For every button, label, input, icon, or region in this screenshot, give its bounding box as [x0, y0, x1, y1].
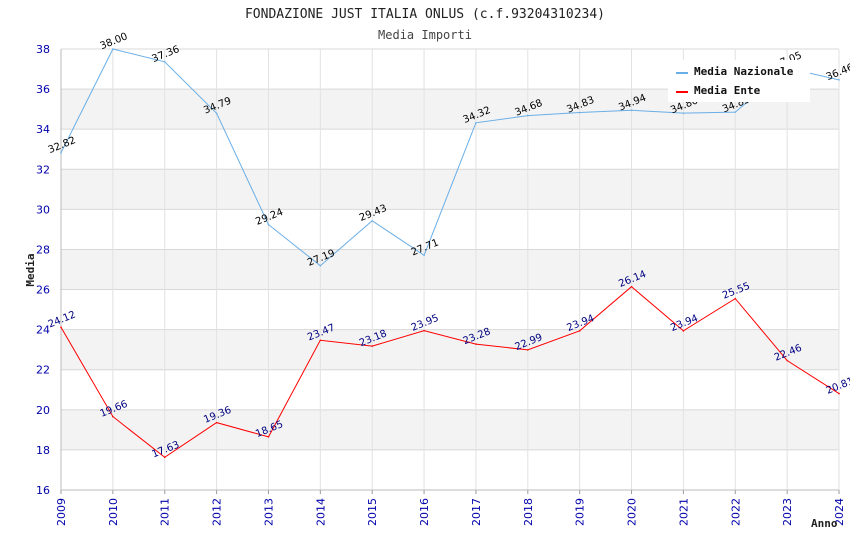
band-18: [61, 409, 839, 450]
data-point: [786, 359, 788, 362]
data-point: [475, 343, 477, 345]
y-tick-labels: 16 18 20 22 24 26 28 30 32 34 36 38: [36, 43, 50, 497]
data-point: [163, 456, 166, 459]
x-tick-label: 2014: [314, 498, 327, 526]
data-point: [163, 61, 166, 63]
x-tick-label: 2009: [55, 498, 68, 526]
y-tick-label: 18: [36, 444, 50, 457]
x-tick-label: 2024: [833, 498, 846, 526]
x-tick-labels: 2009 2010 2011 2012 2013 2014 2015 2016 2017 2018…: [55, 498, 846, 526]
data-point: [112, 48, 114, 50]
x-tick-label: 2020: [626, 498, 639, 526]
y-tick-label: 38: [36, 43, 50, 56]
data-point: [371, 345, 374, 347]
data-point: [112, 415, 114, 418]
y-axis-label: Media: [24, 253, 37, 286]
x-tick-label: 2012: [211, 498, 224, 526]
data-point: [423, 329, 425, 332]
band-28: [61, 209, 839, 250]
x-tick-label: 2023: [781, 498, 794, 526]
data-point: [578, 111, 581, 114]
y-tick-label: 34: [36, 123, 50, 136]
x-tick-label: 2018: [522, 498, 535, 526]
data-point: [475, 121, 477, 124]
x-tick-label: 2013: [262, 498, 275, 526]
x-tick-label: 2015: [366, 498, 379, 526]
data-point: [371, 219, 374, 222]
data-point: [838, 392, 840, 395]
band-24: [61, 289, 839, 330]
chart-subtitle: Media Importi: [378, 28, 472, 42]
x-tick-label: 2010: [107, 498, 120, 526]
data-point: [423, 254, 425, 257]
y-tick-label: 28: [36, 243, 50, 256]
legend-background: [668, 60, 810, 102]
axes: [60, 49, 840, 494]
x-tick-label: 2016: [418, 498, 431, 526]
y-tick-label: 36: [36, 83, 50, 96]
y-tick-label: 30: [36, 203, 50, 216]
band-20: [61, 369, 839, 410]
band-32: [61, 129, 839, 170]
band-16: [61, 449, 839, 490]
data-point: [60, 152, 62, 154]
legend-label-ente: Media Ente: [694, 84, 761, 97]
data-point: [527, 349, 529, 351]
x-axis-label: Anno: [811, 517, 838, 530]
data-point: [319, 339, 322, 342]
data-point: [267, 436, 270, 438]
x-tick-label: 2021: [677, 498, 690, 526]
data-point: [734, 297, 737, 300]
x-tick-label: 2019: [574, 498, 587, 526]
y-tick-label: 22: [36, 364, 50, 377]
data-point: [630, 285, 633, 288]
data-point: [578, 330, 581, 332]
x-tick-label: 2022: [729, 498, 742, 526]
band-22: [61, 329, 839, 370]
y-tick-label: 32: [36, 163, 50, 176]
y-tick-label: 24: [36, 324, 50, 337]
x-tick-label: 2017: [470, 498, 483, 526]
chart-title: FONDAZIONE JUST ITALIA ONLUS (c.f.932043…: [245, 7, 605, 22]
data-point: [215, 421, 218, 424]
plot-background: [61, 49, 839, 490]
data-point: [319, 264, 322, 267]
series-line-1: [60, 286, 840, 458]
y-tick-label: 20: [36, 404, 50, 417]
data-point: [838, 79, 840, 81]
legend-label-nazionale: Media Nazionale: [694, 65, 794, 78]
x-tick-label: 2011: [159, 498, 172, 526]
legend: Media Nazionale Media Ente: [668, 60, 810, 102]
data-point: [60, 326, 62, 329]
data-point: [682, 330, 685, 332]
series-lines: [60, 48, 840, 459]
data-point: [267, 223, 270, 226]
data-point: [527, 114, 529, 117]
data-point: [215, 112, 218, 115]
data-point: [734, 111, 737, 113]
band-26: [61, 249, 839, 290]
y-tick-label: 16: [36, 484, 50, 497]
series-line-0: [60, 48, 840, 267]
y-tick-label: 26: [36, 284, 50, 297]
data-point: [630, 109, 633, 112]
data-point: [682, 112, 685, 114]
